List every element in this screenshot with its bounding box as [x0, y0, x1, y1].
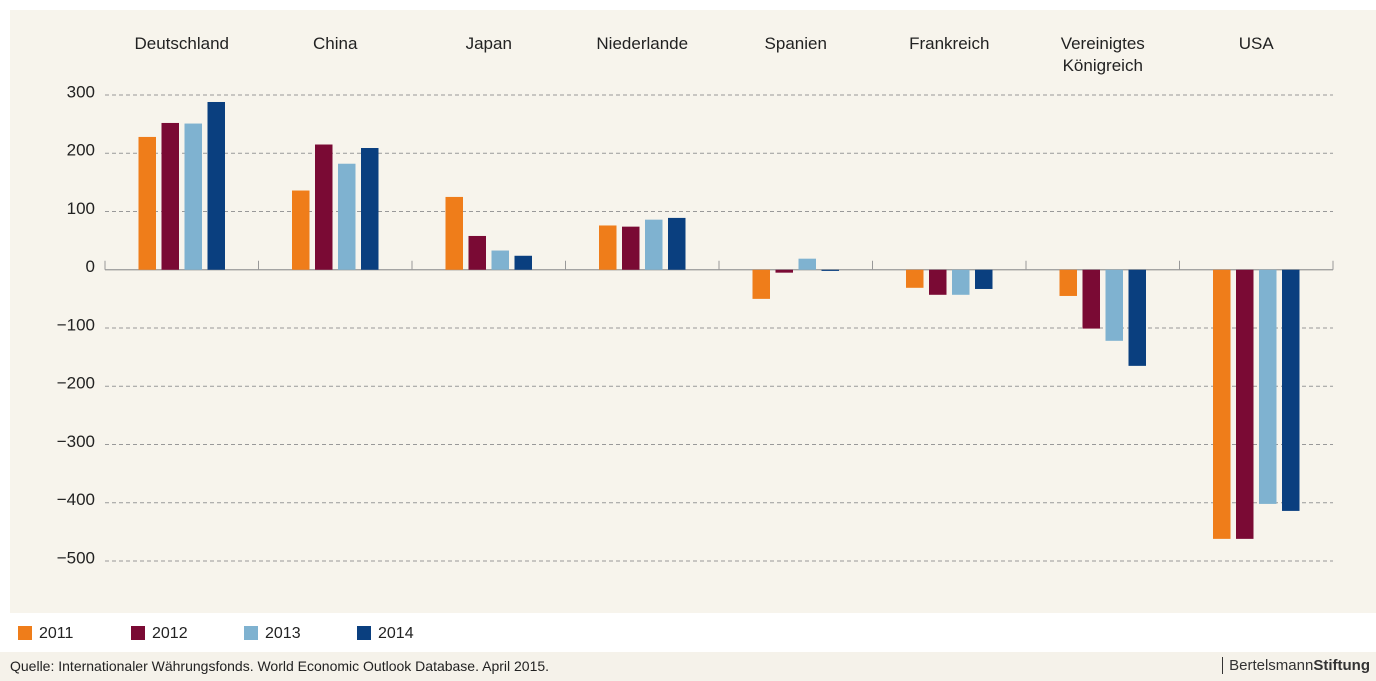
y-tick-label: −100: [57, 315, 95, 334]
bar: [1059, 269, 1077, 296]
legend-swatch: [244, 626, 258, 640]
bar: [975, 269, 993, 289]
legend-label: 2013: [265, 625, 301, 642]
category-label: China: [313, 34, 358, 53]
bar: [1213, 269, 1231, 539]
y-tick-label: 200: [67, 141, 95, 160]
bar: [138, 136, 156, 270]
plot-panel: [10, 10, 1376, 613]
footer: Quelle: Internationaler Währungsfonds. W…: [0, 652, 1376, 681]
bar: [184, 123, 202, 270]
y-tick-label: 0: [86, 257, 95, 276]
y-tick-label: 300: [67, 82, 95, 101]
bar: [292, 190, 310, 270]
bar: [798, 258, 816, 270]
category-label: Vereinigtes Königreich: [1060, 34, 1145, 75]
source: Quelle: Internationaler Währungsfonds. W…: [10, 658, 550, 674]
category-label: Frankreich: [909, 34, 990, 53]
category-label: Spanien: [764, 34, 827, 53]
bar: [906, 269, 924, 288]
y-tick-label: −400: [57, 490, 95, 509]
bar: [645, 219, 663, 270]
bar: [1082, 269, 1100, 329]
legend-swatch: [18, 626, 32, 640]
bar: [775, 269, 793, 273]
y-tick-label: −200: [57, 374, 95, 393]
bar: [468, 235, 486, 270]
bar: [1259, 269, 1277, 504]
bar: [599, 225, 617, 270]
logo: BertelsmannStiftung: [1222, 657, 1370, 674]
chart: −500 −400 −300 −200 −100 0 100 200 300 2011 2012 20…: [10, 10, 1376, 642]
bar: [361, 148, 379, 270]
bar: [315, 144, 333, 270]
category-label: Japan: [465, 34, 512, 53]
bar: [514, 255, 532, 270]
category-label: Niederlande: [596, 34, 689, 53]
bar: [622, 226, 640, 270]
bar: [821, 269, 839, 271]
category-label: USA: [1238, 34, 1274, 53]
bar: [1105, 269, 1123, 341]
bar: [952, 269, 970, 295]
bar: [752, 269, 770, 299]
y-tick-label: 100: [67, 199, 95, 218]
bar: [1128, 269, 1146, 366]
legend-label: 2011: [39, 625, 74, 642]
logo-text-bold: Stiftung: [1313, 657, 1370, 674]
legend-swatch: [357, 626, 371, 640]
y-tick-label: −300: [57, 432, 95, 451]
category-label: Deutschland: [134, 34, 229, 53]
y-tick-label: −500: [57, 548, 95, 567]
legend-label: 2014: [378, 625, 414, 642]
legend-swatch: [131, 626, 145, 640]
bar: [1236, 269, 1254, 539]
bar: [161, 122, 179, 270]
bar: [338, 163, 356, 270]
bar: [668, 217, 686, 270]
bar: [1282, 269, 1300, 511]
logo-text: Bertelsmann: [1229, 657, 1314, 674]
bar: [491, 250, 509, 270]
bar: [445, 196, 463, 270]
legend-label: 2012: [152, 625, 188, 642]
bar: [207, 101, 225, 270]
bar: [929, 269, 947, 295]
